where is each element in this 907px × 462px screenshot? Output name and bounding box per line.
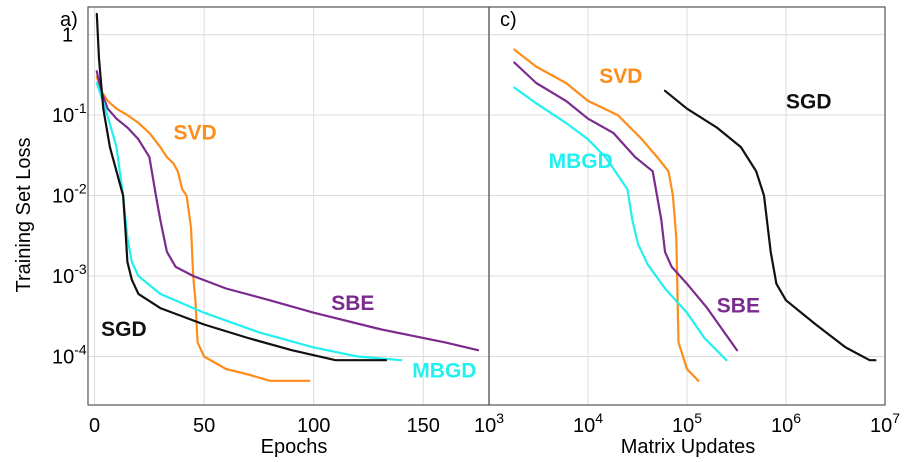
y-tick-base: 10 xyxy=(52,105,74,127)
y-tick-label: 10-2 xyxy=(52,181,87,208)
x-tick-label: 50 xyxy=(193,415,215,437)
x-tick-label: 107 xyxy=(870,410,900,437)
series-label-sgd: SGD xyxy=(101,318,147,341)
x-tick-label: 150 xyxy=(407,415,440,437)
y-tick-exponent: -2 xyxy=(74,181,87,197)
x-tick-base: 10 xyxy=(870,415,892,437)
x-tick-base: 10 xyxy=(771,415,793,437)
y-tick-base: 10 xyxy=(52,266,74,288)
series-line-sbe xyxy=(513,61,739,352)
x-tick-exponent: 5 xyxy=(694,410,702,426)
panel-a-y-axis-label: Training Set Loss xyxy=(13,138,35,293)
series-label-sbe: SBE xyxy=(331,292,374,315)
panel-c-series-labels: SVD SBE MBGD SGD xyxy=(549,65,832,318)
panel-a-series-labels: SVD SBE MBGD SGD xyxy=(101,121,476,382)
series-label-svd: SVD xyxy=(173,121,216,144)
series-line-svd xyxy=(513,48,700,382)
series-line-svd xyxy=(95,75,311,382)
panel-c-series xyxy=(513,48,877,382)
x-tick-exponent: 3 xyxy=(496,410,504,426)
y-tick-exponent: -1 xyxy=(74,100,87,116)
x-tick-label: 103 xyxy=(474,410,504,437)
series-label-mbgd: MBGD xyxy=(412,359,476,382)
x-tick-base: 10 xyxy=(672,415,694,437)
panel-c-frame xyxy=(488,6,886,406)
panel-a-x-ticks: 0 50 100 150 xyxy=(89,415,440,437)
x-tick-label: 104 xyxy=(573,410,603,437)
panel-c-grid xyxy=(489,7,885,405)
y-tick-base: 10 xyxy=(52,186,74,208)
x-tick-base: 10 xyxy=(573,415,595,437)
x-tick-exponent: 4 xyxy=(595,410,603,426)
panel-a-series xyxy=(95,12,480,382)
y-tick-exponent: -4 xyxy=(74,342,87,358)
series-label-sbe: SBE xyxy=(717,295,760,318)
panel-a-grid xyxy=(88,7,489,405)
x-tick-exponent: 7 xyxy=(892,410,900,426)
panel-c-x-ticks: 103 104 105 106 107 xyxy=(474,410,900,437)
x-tick-label: 100 xyxy=(297,415,330,437)
x-tick-label: 105 xyxy=(672,410,702,437)
y-tick-label: 10-1 xyxy=(52,100,87,127)
panel-c-x-axis-label: Matrix Updates xyxy=(621,436,756,458)
series-label-mbgd: MBGD xyxy=(549,150,613,173)
y-tick-base: 1 xyxy=(62,25,73,47)
panel-a-label: a) xyxy=(60,9,78,31)
series-line-mbgd xyxy=(95,81,403,362)
series-line-sgd xyxy=(95,12,388,362)
y-tick-label: 10-4 xyxy=(52,342,87,369)
panel-a-frame xyxy=(87,6,490,406)
y-tick-exponent: -3 xyxy=(74,261,87,277)
series-line-mbgd xyxy=(513,86,728,362)
panel-c-label: c) xyxy=(500,9,517,31)
x-tick-label: 0 xyxy=(89,415,100,437)
y-tick-label: 1 xyxy=(62,25,73,47)
x-tick-exponent: 6 xyxy=(793,410,801,426)
series-line-sgd xyxy=(663,89,877,362)
y-tick-base: 10 xyxy=(52,347,74,369)
series-line-sbe xyxy=(95,70,480,352)
series-label-svd: SVD xyxy=(599,65,642,88)
x-tick-label: 106 xyxy=(771,410,801,437)
y-tick-label: 10-3 xyxy=(52,261,87,288)
panel-a-x-axis-label: Epochs xyxy=(261,436,328,458)
x-tick-base: 10 xyxy=(474,415,496,437)
panel-a-y-ticks: 10-410-310-210-11 xyxy=(52,25,87,369)
series-label-sgd: SGD xyxy=(786,91,832,114)
